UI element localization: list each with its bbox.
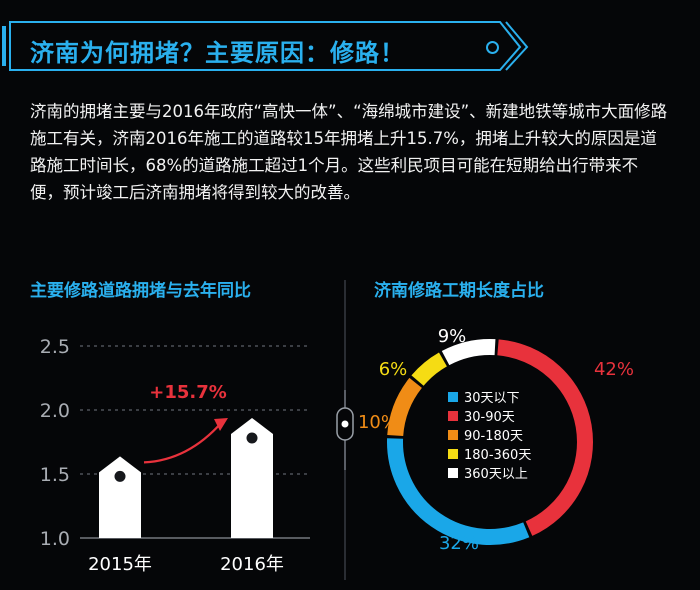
x-category-label: 2016年 xyxy=(220,554,284,575)
growth-arrow xyxy=(143,421,223,464)
y-tick-label: 1.5 xyxy=(40,464,70,486)
header-banner: 济南为何拥堵？主要原因：修路！ xyxy=(0,0,700,80)
y-tick-label: 1.0 xyxy=(40,528,70,550)
legend-label: 30-90天 xyxy=(464,410,515,425)
donut-slice-4 xyxy=(411,352,448,386)
legend-label: 180-360天 xyxy=(464,448,531,463)
arrow-head-icon xyxy=(214,418,228,431)
intro-paragraph: 济南的拥堵主要与2016年政府“高快一体”、“海绵城市建设”、新建地铁等城市大面… xyxy=(30,102,668,202)
bar-chart: 1.0 1.5 2.0 2.5 2015年 2016年 +15.7% xyxy=(40,336,310,575)
legend-label: 90-180天 xyxy=(464,429,523,444)
bar-hole xyxy=(114,470,126,482)
legend-label: 30天以下 xyxy=(464,391,520,406)
legend-swatch xyxy=(448,392,458,402)
growth-annotation: +15.7% xyxy=(149,382,227,403)
donut-slice-3 xyxy=(387,377,423,437)
legend-swatch xyxy=(448,468,458,478)
slice-value-label: 6% xyxy=(379,359,408,380)
slice-value-label: 10% xyxy=(358,412,398,433)
slice-value-label: 32% xyxy=(439,533,479,554)
y-tick-label: 2.0 xyxy=(40,400,70,422)
x-category-label: 2015年 xyxy=(88,554,152,575)
legend-swatch xyxy=(448,449,458,459)
section-divider xyxy=(336,280,354,580)
y-tick-label: 2.5 xyxy=(40,336,70,358)
slice-value-label: 9% xyxy=(438,326,467,347)
legend-swatch xyxy=(448,430,458,440)
pie-chart-title: 济南修路工期长度占比 xyxy=(374,281,544,301)
donut-slice-5 xyxy=(441,339,496,366)
circle-icon xyxy=(486,41,499,54)
bar-1 xyxy=(99,456,141,538)
legend-swatch xyxy=(448,411,458,421)
donut-chart: 32% 42% 10% 6% 9% 30天以下 30-90天 90-180天 180-360天 3… xyxy=(358,326,634,554)
banner-frame xyxy=(2,21,529,71)
legend-label: 360天以上 xyxy=(464,467,528,482)
page-title: 济南为何拥堵？主要原因：修路！ xyxy=(30,39,405,67)
bar-hole xyxy=(246,432,258,444)
slice-value-label: 42% xyxy=(594,359,634,380)
bar-2 xyxy=(231,418,273,538)
donut-slice-2 xyxy=(497,339,593,536)
donut-slice-1 xyxy=(387,438,530,545)
bar-chart-title: 主要修路道路拥堵与去年同比 xyxy=(30,281,251,301)
